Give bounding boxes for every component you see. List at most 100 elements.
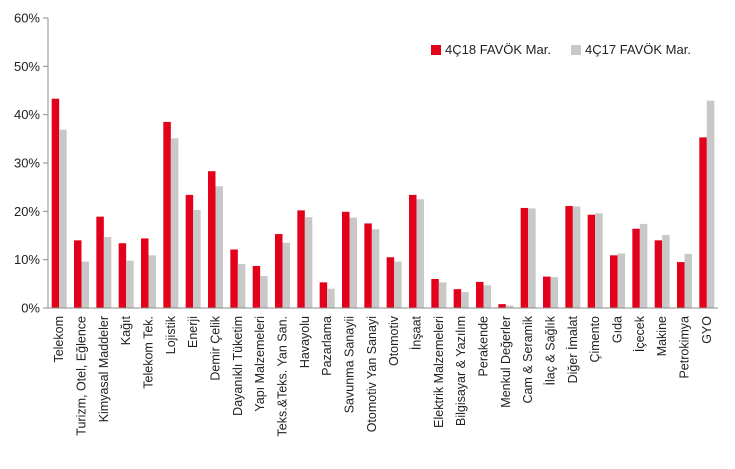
- x-category-label: İnşaat: [410, 315, 424, 350]
- bar-4c17: [595, 213, 603, 308]
- bar-4c18: [453, 289, 462, 308]
- bar-4c18: [386, 257, 395, 308]
- bar-4c17: [237, 264, 246, 308]
- bar-4c18: [96, 216, 104, 308]
- bar-4c17: [416, 199, 424, 308]
- bar-4c17: [327, 288, 335, 308]
- bar-4c18: [699, 137, 707, 308]
- bars: [51, 98, 715, 309]
- bar-4c17: [706, 100, 715, 309]
- bar-4c18: [654, 240, 663, 308]
- bar-4c18: [565, 206, 573, 308]
- bar-4c18: [275, 234, 283, 308]
- bar-4c17: [59, 129, 67, 308]
- bar-4c17: [193, 209, 201, 308]
- x-category-label: Diğer İmalat: [566, 315, 580, 383]
- bar-4c17: [483, 285, 491, 308]
- x-category-label: Menkul Değerler: [499, 316, 513, 408]
- bar-4c17: [215, 186, 223, 308]
- bar-4c17: [572, 206, 581, 308]
- bar-4c17: [148, 255, 156, 308]
- x-category-label: Teks.&Teks. Yan San.: [276, 316, 290, 436]
- y-tick-label: 0%: [21, 301, 40, 316]
- bar-4c17: [505, 305, 514, 308]
- bar-4c17: [461, 292, 469, 308]
- x-category-label: Gıda: [611, 316, 625, 343]
- x-category-label: İçecek: [633, 315, 647, 352]
- x-category-label: Turizm, Otel, Eğlence: [75, 316, 89, 436]
- bar-4c17: [304, 217, 313, 308]
- y-tick-label: 40%: [14, 107, 40, 122]
- x-category-label: Çimento: [588, 316, 602, 363]
- bar-4c17: [684, 253, 692, 308]
- bar-4c18: [409, 194, 417, 308]
- bar-4c18: [677, 262, 685, 308]
- legend-swatch-4c17: [571, 45, 581, 55]
- bar-4c18: [431, 279, 439, 308]
- x-category-label: Pazarlama: [320, 316, 334, 376]
- x-axis: Telekom Turizm, Otel, Eğlence Kimyasal Mad…: [48, 307, 718, 436]
- y-axis: 0% 10% 20% 30% 40% 50% 60%: [14, 11, 49, 316]
- x-category-label: Petrokimya: [678, 316, 692, 379]
- bar-4c17: [528, 208, 536, 308]
- bar-4c18: [342, 211, 350, 308]
- bar-4c18: [610, 255, 618, 308]
- bar-4c18: [252, 265, 261, 308]
- bar-4c17: [103, 236, 112, 308]
- bar-4c18: [498, 304, 506, 308]
- x-category-label: Otomotiv Yan Sanayi: [365, 316, 379, 432]
- x-category-label: Otomotiv: [387, 315, 401, 366]
- bar-4c18: [185, 194, 194, 308]
- x-category-label: Kağıt: [119, 315, 133, 345]
- legend-label-4c18: 4Ç18 FAVÖK Mar.: [445, 42, 551, 57]
- x-category-label: Perakende: [477, 316, 491, 377]
- bar-4c17: [394, 261, 402, 308]
- bar-4c18: [297, 210, 305, 308]
- x-category-label: Bilgisayar & Yazılım: [454, 316, 468, 426]
- bar-4c18: [476, 281, 484, 308]
- bar-4c18: [74, 240, 82, 308]
- x-category-label: Telekom Tek.: [142, 316, 156, 389]
- bar-4c17: [126, 260, 134, 308]
- x-category-label: Kimyasal Maddeler: [97, 316, 111, 422]
- x-category-label: Elektrik Malzemeleri: [432, 316, 446, 428]
- bar-4c18: [118, 243, 127, 308]
- bar-4c17: [639, 223, 648, 308]
- bar-4c18: [364, 223, 372, 308]
- bar-4c18: [319, 282, 328, 308]
- bar-4c17: [282, 242, 290, 308]
- bar-4c18: [543, 276, 551, 308]
- legend-swatch-4c18: [431, 45, 441, 55]
- bar-4c18: [208, 171, 216, 308]
- x-category-label: Telekom: [52, 316, 66, 363]
- bar-4c18: [520, 207, 529, 308]
- bar-4c17: [438, 282, 447, 308]
- bar-4c17: [349, 217, 357, 308]
- x-category-label: Enerji: [186, 316, 200, 348]
- bar-4c17: [371, 229, 380, 308]
- bar-4c18: [51, 98, 60, 308]
- bar-4c18: [587, 214, 596, 308]
- y-tick-label: 10%: [14, 252, 40, 267]
- y-tick-label: 60%: [14, 11, 40, 26]
- x-category-label: Savunma Sanayii: [343, 316, 357, 413]
- x-category-label: GYO: [700, 316, 714, 344]
- x-category-label: Havayolu: [298, 316, 312, 368]
- x-category-label: Cam & Seramik: [521, 315, 535, 403]
- y-tick-label: 50%: [14, 59, 40, 74]
- x-category-label: İlaç & Sağlık: [544, 315, 558, 385]
- bar-4c17: [260, 276, 268, 308]
- legend: 4Ç18 FAVÖK Mar. 4Ç17 FAVÖK Mar.: [431, 42, 691, 57]
- x-category-label: Makine: [655, 316, 669, 356]
- bar-4c17: [550, 277, 558, 308]
- legend-label-4c17: 4Ç17 FAVÖK Mar.: [585, 42, 691, 57]
- bar-4c17: [170, 138, 179, 308]
- bar-4c18: [163, 121, 171, 309]
- bar-4c17: [662, 235, 670, 308]
- x-category-label: Lojistik: [164, 315, 178, 354]
- bar-4c17: [81, 261, 89, 308]
- bar-4c18: [141, 238, 149, 308]
- x-category-label: Dayanıklı Tüketim: [231, 316, 245, 416]
- y-tick-label: 30%: [14, 156, 40, 171]
